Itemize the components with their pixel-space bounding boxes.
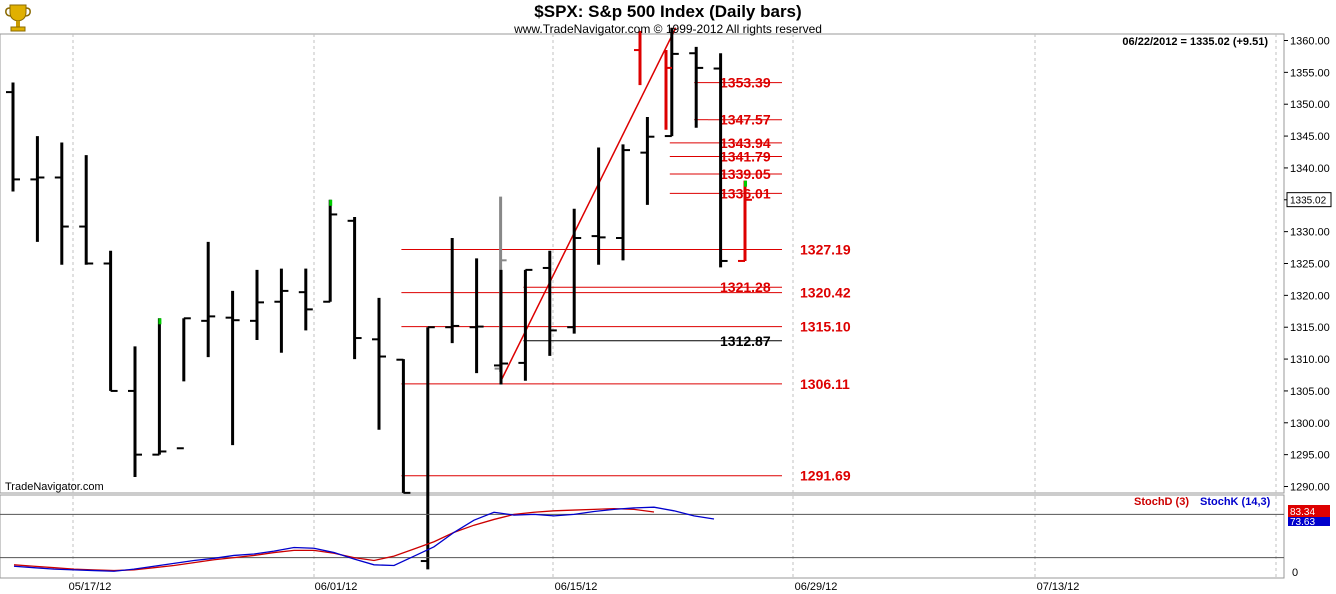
- y-tick-label: 1350.00: [1290, 99, 1330, 111]
- level-label: 1353.39: [720, 75, 771, 91]
- chart-subtitle: www.TradeNavigator.com © 1999-2012 All r…: [514, 22, 822, 36]
- y-tick-label: 1360.00: [1290, 36, 1330, 48]
- stoch-panel-frame: [0, 494, 1285, 579]
- y-tick-label: 1290.00: [1290, 482, 1330, 494]
- level-label: 1327.19: [800, 242, 851, 258]
- stoch-d-value-box: [1288, 505, 1330, 517]
- x-tick-label: 05/17/12: [69, 581, 112, 593]
- level-label: 1306.11: [800, 376, 850, 392]
- up-tick-marker: [158, 318, 162, 325]
- x-tick-label: 07/13/12: [1037, 581, 1080, 593]
- y-tick-label: 1305.00: [1290, 386, 1330, 398]
- price-panel-frame: [0, 33, 1285, 494]
- level-label: 1347.57: [720, 112, 771, 128]
- watermark: TradeNavigator.com: [5, 481, 104, 493]
- y-tick-label: 1315.00: [1290, 322, 1330, 334]
- level-label: 1312.87: [720, 333, 771, 349]
- y-tick-label: 1320.00: [1290, 290, 1330, 302]
- y-tick-label: 1330.00: [1290, 227, 1330, 239]
- y-tick-label: 1340.00: [1290, 163, 1330, 175]
- stoch-d-line: [13, 507, 655, 572]
- chart-title: $SPX: S&p 500 Index (Daily bars): [534, 2, 802, 21]
- trendline: [500, 27, 677, 382]
- stoch-d-legend: StochD (3): [1134, 496, 1189, 508]
- stoch-k-legend: StochK (14,3): [1200, 496, 1271, 508]
- x-tick-label: 06/29/12: [795, 581, 838, 593]
- y-tick-label: 1310.00: [1290, 354, 1330, 366]
- up-tick-marker: [744, 180, 747, 187]
- stoch-k-value-box: [1288, 517, 1330, 526]
- y-tick-label: 1355.00: [1290, 67, 1330, 79]
- level-label: 1321.28: [720, 279, 771, 295]
- level-label: 1339.05: [720, 166, 771, 182]
- level-label: 1320.42: [800, 285, 851, 301]
- y-tick-label: 1345.00: [1290, 131, 1330, 143]
- stoch-zero-label: 0: [1292, 567, 1298, 579]
- level-label: 1315.10: [800, 319, 851, 335]
- x-tick-label: 06/15/12: [555, 581, 598, 593]
- y-tick-label: 1325.00: [1290, 259, 1330, 271]
- level-label: 1291.69: [800, 468, 851, 484]
- x-tick-label: 06/01/12: [315, 581, 358, 593]
- stoch-k-value: 73.63: [1290, 517, 1315, 528]
- last-price-label: 1335.02: [1290, 196, 1327, 207]
- level-label: 1341.79: [720, 149, 771, 165]
- level-label: 1343.94: [720, 135, 771, 151]
- price-readout: 06/22/2012 = 1335.02 (+9.51): [1122, 36, 1268, 48]
- last-price-box: [1286, 192, 1332, 208]
- y-tick-label: 1295.00: [1290, 450, 1330, 462]
- up-tick-marker: [329, 199, 333, 206]
- stoch-d-value: 83.34: [1290, 507, 1315, 518]
- y-tick-label: 1300.00: [1290, 418, 1330, 430]
- stoch-k-line: [13, 506, 715, 572]
